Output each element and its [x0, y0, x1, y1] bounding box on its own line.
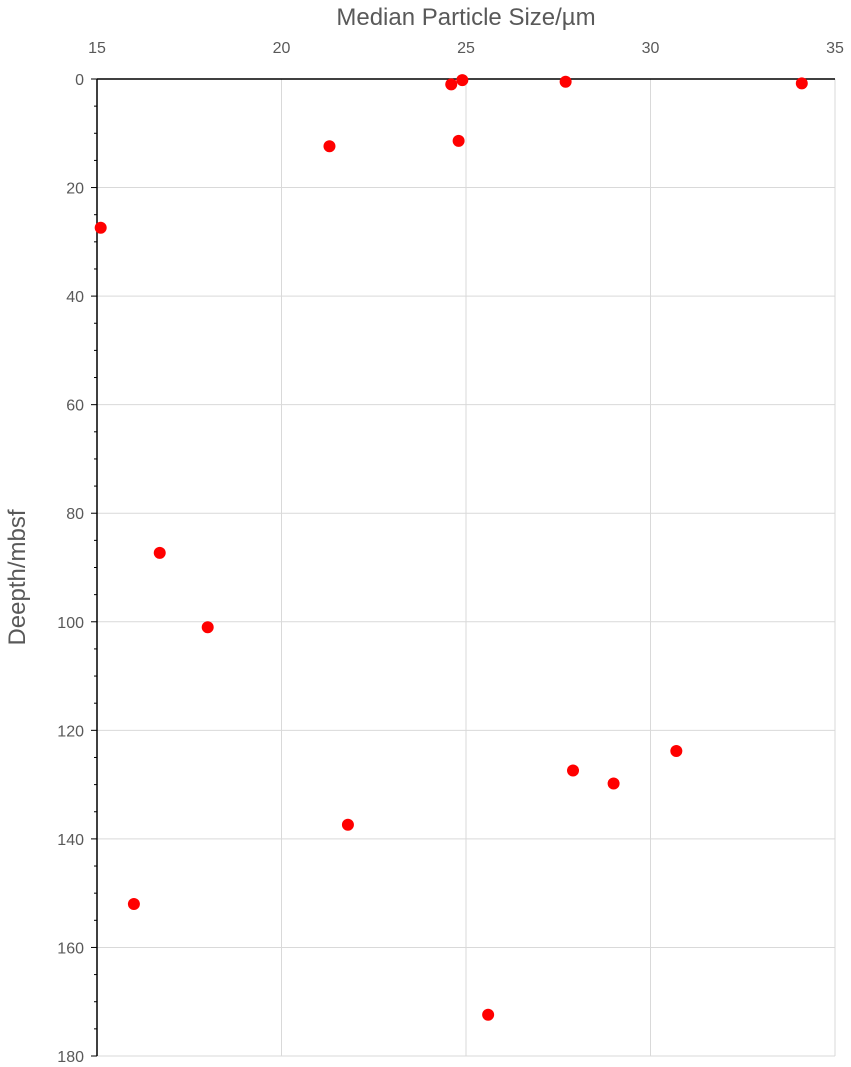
y-tick-label: 100: [57, 615, 84, 632]
x-tick-label: 25: [457, 40, 475, 57]
y-tick-label: 40: [66, 289, 84, 306]
axes: [91, 78, 835, 1057]
y-tick-label: 160: [57, 940, 84, 957]
data-point: [94, 221, 107, 234]
y-tick-label: 140: [57, 832, 84, 849]
y-tick-label: 80: [66, 506, 84, 523]
tick-labels: 0 20 40 60 80 100 120 140 160 180 15 20 25 30 35: [57, 40, 844, 1066]
data-point: [670, 744, 683, 757]
y-tick-label: 20: [66, 181, 84, 198]
data-point: [452, 134, 465, 147]
y-axis-title: Deepth/mbsf: [4, 509, 31, 645]
x-tick-label: 20: [273, 40, 291, 57]
data-point: [127, 898, 140, 911]
data-point: [341, 818, 354, 831]
data-point: [201, 621, 214, 634]
x-axis-title: Median Particle Size/µm: [336, 4, 595, 31]
x-tick-label: 30: [642, 40, 660, 57]
data-point: [607, 777, 620, 790]
gridlines: [97, 79, 836, 1057]
data-point: [567, 764, 580, 777]
data-point: [323, 140, 336, 153]
data-point: [456, 74, 469, 87]
data-point: [482, 1008, 495, 1021]
y-tick-label: 0: [75, 72, 84, 89]
data-point: [445, 78, 458, 91]
x-tick-label: 15: [88, 40, 106, 57]
data-points: [94, 74, 808, 1021]
data-point: [795, 77, 808, 90]
data-point: [153, 546, 166, 559]
data-point: [559, 75, 572, 88]
y-tick-label: 120: [57, 723, 84, 740]
y-tick-label: 60: [66, 398, 84, 415]
x-tick-label: 35: [826, 40, 844, 57]
y-tick-label: 180: [57, 1049, 84, 1066]
